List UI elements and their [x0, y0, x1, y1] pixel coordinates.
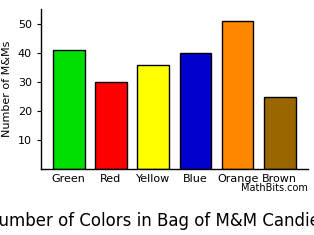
Text: Number of Colors in Bag of M&M Candies: Number of Colors in Bag of M&M Candies: [0, 212, 314, 230]
Bar: [95, 82, 127, 169]
Text: MathBits.com: MathBits.com: [241, 183, 308, 193]
Y-axis label: Number of M&Ms: Number of M&Ms: [2, 41, 12, 137]
Bar: [180, 53, 211, 169]
Bar: [137, 65, 169, 169]
Bar: [222, 21, 253, 169]
Bar: [53, 50, 84, 169]
Bar: [264, 97, 295, 169]
